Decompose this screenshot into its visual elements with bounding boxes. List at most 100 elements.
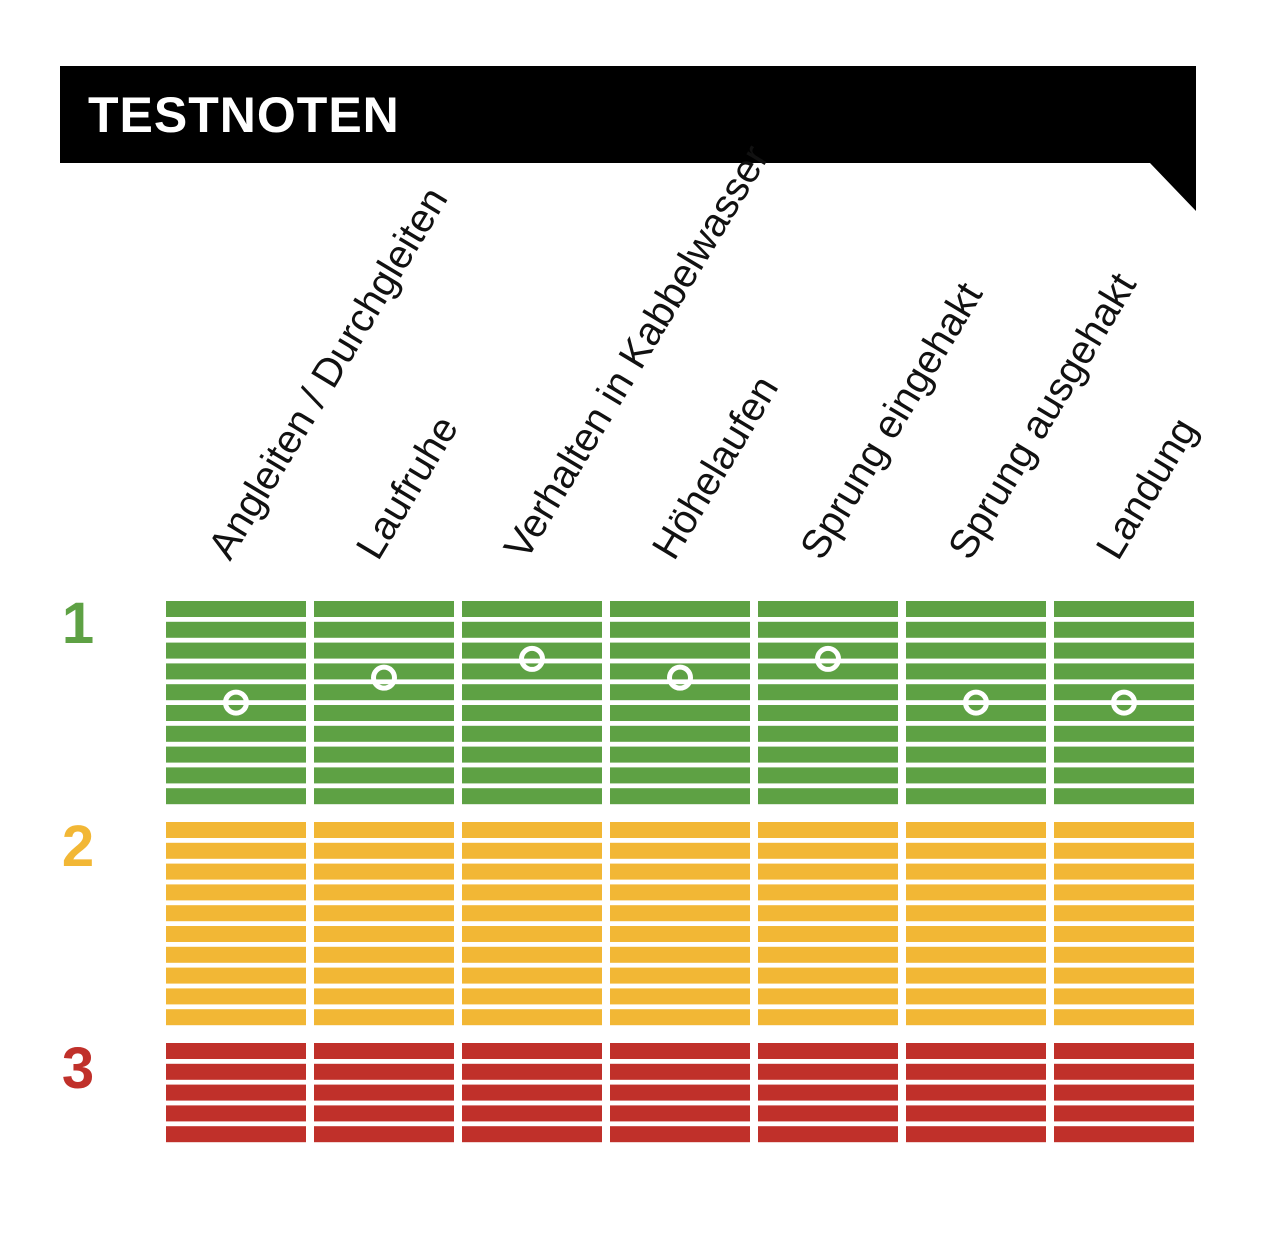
- grade-2-bar: [166, 863, 306, 880]
- grade-2-bar: [906, 946, 1046, 963]
- grade-1-bar: [758, 705, 898, 721]
- grade-2-bar: [610, 863, 750, 880]
- grade-label-3: 3: [62, 1036, 94, 1101]
- grade-labels: 1 2 3: [62, 591, 94, 1101]
- grade-2-bar: [906, 905, 1046, 922]
- column-label: Höhelaufen: [644, 369, 787, 567]
- grade-2-bar: [906, 842, 1046, 859]
- grade-2-bar: [166, 926, 306, 942]
- grade-2-bar: [462, 926, 602, 942]
- column-label: Laufruhe: [348, 409, 467, 567]
- grade-2-bar: [1054, 863, 1194, 880]
- grade-3-bar: [1054, 1043, 1194, 1059]
- grade-3-bar: [610, 1105, 750, 1122]
- grade-2-bar: [462, 884, 602, 901]
- grade-1-bar: [166, 663, 306, 680]
- grade-1-bar: [462, 725, 602, 742]
- grade-2-bar: [314, 884, 454, 901]
- grade-2-bar: [314, 842, 454, 859]
- grade-1-bar: [758, 788, 898, 805]
- grade-2-bar: [906, 967, 1046, 984]
- header-banner: [60, 66, 1196, 211]
- grade-1-bar: [906, 642, 1046, 659]
- grade-2-bar: [906, 863, 1046, 880]
- score-marker: [815, 645, 841, 672]
- grade-2-bar: [314, 905, 454, 922]
- grade-1-bar: [610, 642, 750, 659]
- grade-3-bar: [166, 1043, 306, 1059]
- grade-3-bar: [758, 1126, 898, 1143]
- grade-2-bar: [758, 967, 898, 984]
- grade-2-bar: [166, 905, 306, 922]
- grade-3-bar: [314, 1084, 454, 1101]
- grade-1-bar: [462, 684, 602, 701]
- grade-3-bar: [906, 1105, 1046, 1122]
- grade-1-bar: [166, 601, 306, 617]
- grade-2-bar: [1054, 967, 1194, 984]
- grade-2-bar: [314, 822, 454, 838]
- grade-3-bar: [610, 1084, 750, 1101]
- grade-2-bar: [758, 926, 898, 942]
- grade-1-bar: [1054, 621, 1194, 638]
- grade-1-bar: [1054, 601, 1194, 617]
- grade-3-bar: [462, 1043, 602, 1059]
- grade-1-bar: [758, 621, 898, 638]
- grade-label-1: 1: [62, 591, 94, 656]
- grade-1-bar: [906, 663, 1046, 680]
- grade-3-bar: [314, 1126, 454, 1143]
- grade-2-bar: [462, 905, 602, 922]
- grade-1-bar: [906, 746, 1046, 763]
- grade-2-bar: [462, 967, 602, 984]
- grade-3-bar: [610, 1126, 750, 1143]
- grade-1-bar: [610, 601, 750, 617]
- score-marker: [371, 664, 397, 691]
- grade-1-bar: [314, 684, 454, 701]
- grade-2-bar: [610, 905, 750, 922]
- grade-1-bar: [462, 788, 602, 805]
- grade-2-bar: [1054, 946, 1194, 963]
- grade-2-bar: [610, 926, 750, 942]
- grade-2-bar: [906, 884, 1046, 901]
- grade-2-bar: [166, 822, 306, 838]
- grade-3-bar: [166, 1105, 306, 1122]
- grade-1-bar: [610, 663, 750, 680]
- grade-1-bar: [462, 746, 602, 763]
- grade-1-bar: [610, 705, 750, 721]
- column-label: Landung: [1088, 410, 1206, 566]
- grade-2-bar: [462, 988, 602, 1005]
- grade-1-bar: [314, 788, 454, 805]
- score-marker: [223, 689, 249, 716]
- grade-3-bar: [1054, 1084, 1194, 1101]
- grade-2-bar: [314, 926, 454, 942]
- grade-2-bar: [1054, 988, 1194, 1005]
- grade-3-bar: [166, 1063, 306, 1080]
- grade-1-bar: [906, 788, 1046, 805]
- grade-3-bar: [166, 1084, 306, 1101]
- grade-2-bar: [610, 822, 750, 838]
- grade-3-bar: [758, 1043, 898, 1059]
- grade-1-bar: [166, 767, 306, 784]
- grade-3-bar: [758, 1084, 898, 1101]
- column-label: Verhalten in Kabbelwasser: [496, 138, 778, 567]
- grade-1-bar: [610, 725, 750, 742]
- grade-1-bar: [610, 767, 750, 784]
- grade-3-bar: [314, 1063, 454, 1080]
- grade-2-bar: [462, 1009, 602, 1026]
- grade-2-bar: [462, 863, 602, 880]
- grade-2-bar: [166, 967, 306, 984]
- grade-1-bar: [610, 621, 750, 638]
- grade-2-bar: [1054, 884, 1194, 901]
- score-marker: [963, 689, 989, 716]
- grade-2-bar: [906, 988, 1046, 1005]
- grade-2-bar: [314, 967, 454, 984]
- grade-1-bar: [166, 642, 306, 659]
- grade-1-bar: [314, 746, 454, 763]
- grade-2-bar: [166, 1009, 306, 1026]
- grade-3-bar: [462, 1063, 602, 1080]
- grade-3-bar: [758, 1063, 898, 1080]
- grade-1-bar: [1054, 725, 1194, 742]
- grade-2-bar: [1054, 822, 1194, 838]
- grade-2-bar: [1054, 926, 1194, 942]
- grade-2-bar: [314, 1009, 454, 1026]
